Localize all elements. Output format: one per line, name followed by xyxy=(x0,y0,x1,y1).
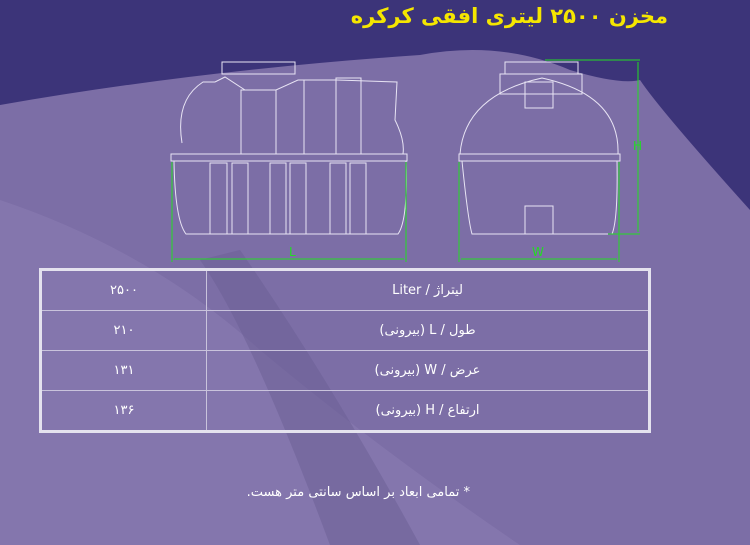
tank-drawing: L W H xyxy=(170,59,642,262)
table-row: ۱۳۱ عرض / W (بیرونی) xyxy=(40,350,650,391)
page-title: مخزن ۲۵۰۰ لیتری افقی کرکره xyxy=(350,4,668,28)
spec-value: ۲۵۰۰ xyxy=(40,269,207,311)
tank-front-view xyxy=(458,61,621,235)
spec-label: طول / L (بیرونی) xyxy=(206,310,650,351)
table-row: ۲۵۰۰ لیتراژ / Liter xyxy=(40,269,650,311)
dimension-lines xyxy=(171,59,640,262)
spec-value: ۲۱۰ xyxy=(40,310,207,351)
spec-value: ۱۳۱ xyxy=(40,350,207,391)
spec-label: لیتراژ / Liter xyxy=(206,269,650,311)
footnote: * تمامی ابعاد بر اساس سانتی متر هست. xyxy=(246,485,470,500)
length-label: L xyxy=(289,245,296,259)
table-row: ۲۱۰ طول / L (بیرونی) xyxy=(40,310,650,351)
spec-label: عرض / W (بیرونی) xyxy=(206,350,650,391)
spec-label: ارتفاع / H (بیرونی) xyxy=(206,390,650,432)
specs-table: ۲۵۰۰ لیتراژ / Liter ۲۱۰ طول / L (بیرونی) ۱… xyxy=(39,268,651,433)
spec-value: ۱۳۶ xyxy=(40,390,207,432)
table-row: ۱۳۶ ارتفاع / H (بیرونی) xyxy=(40,390,650,432)
height-label: H xyxy=(633,139,642,153)
width-label: W xyxy=(532,245,544,259)
tank-side-view xyxy=(170,61,408,235)
